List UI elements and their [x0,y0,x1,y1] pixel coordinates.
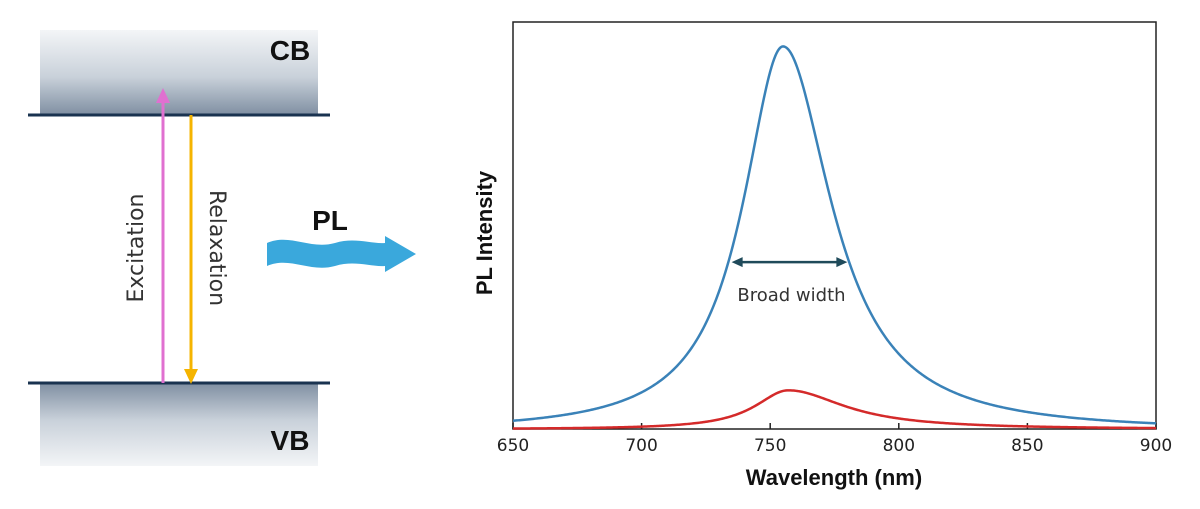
x-tick-label: 900 [1140,436,1172,456]
broad-emission-curve [512,45,1157,425]
pl-label: PL [312,205,348,236]
x-axis-label: Wavelength (nm) [746,465,922,490]
broad-width-label: Broad width [737,285,845,306]
x-tick-label: 650 [497,436,529,456]
excitation-label: Excitation [124,194,149,303]
x-axis-ticks: 650 700 750 800 850 900 [497,423,1172,456]
valence-band [40,383,318,466]
pl-emission-arrow: PL [267,205,416,272]
x-tick-label: 850 [1011,436,1043,456]
weak-emission-curve [513,389,1156,430]
y-axis-label: PL Intensity [472,170,497,295]
excitation-arrow [156,88,170,383]
wavy-arrow-icon [267,236,416,272]
band-diagram: CB VB Excitation Relaxation [28,30,330,466]
pl-spectrum-chart: 650 700 750 800 850 900 Broad width Wavelengt… [472,21,1172,490]
cb-label: CB [270,35,310,66]
relaxation-label: Relaxation [204,190,229,306]
x-tick-label: 750 [754,436,786,456]
relaxation-arrow [184,115,198,384]
series-layer [512,45,1157,430]
x-tick-label: 800 [883,436,915,456]
conduction-band [40,30,318,115]
x-tick-label: 700 [625,436,657,456]
vb-label: VB [271,425,310,456]
plot-frame [512,21,1157,430]
broad-width-arrowhead-left [731,257,743,268]
broad-width-annotation: Broad width [731,257,848,306]
broad-width-arrowhead-right [836,257,848,268]
